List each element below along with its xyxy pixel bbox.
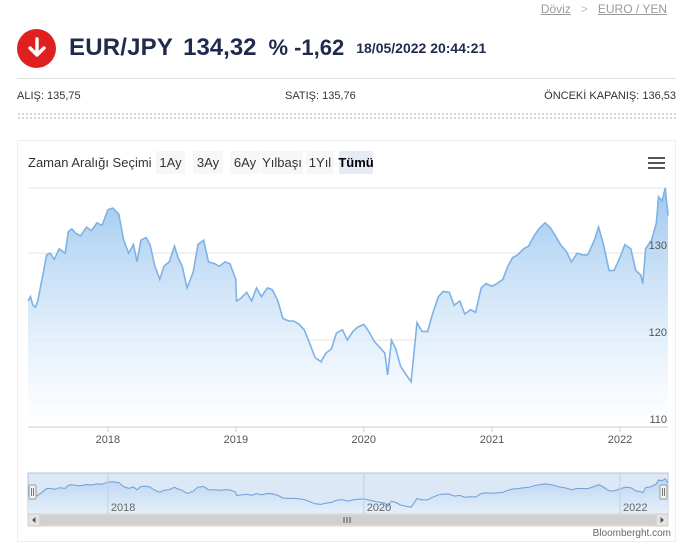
bid-price: ALIŞ: 135,75 — [17, 90, 81, 102]
navigator-tick-label-2018: 2018 — [111, 502, 135, 514]
range-button-3ay[interactable]: 3Ay — [193, 151, 223, 174]
percent-sign: % — [268, 35, 289, 60]
navigator-handle-left[interactable] — [28, 484, 37, 500]
x-tick-label-2018: 2018 — [96, 434, 120, 446]
breadcrumb-separator: > — [580, 2, 588, 16]
previous-close: ÖNCEKİ KAPANIŞ: 136,53 — [544, 90, 676, 102]
current-price: 134,32 — [183, 34, 257, 61]
currency-pair: EUR/JPY — [69, 34, 174, 61]
breadcrumb-link-doviz[interactable]: Döviz — [540, 2, 571, 16]
x-tick-label-2021: 2021 — [480, 434, 504, 446]
y-tick-label-130: 130 — [649, 240, 667, 252]
navigator-tick-label-2022: 2022 — [623, 502, 647, 514]
navigator-tick-label-2020: 2020 — [367, 502, 391, 514]
percent-change: -1,62 — [294, 35, 345, 60]
range-button-yilbasi[interactable]: Yılbaşı — [261, 151, 303, 174]
dotted-divider — [17, 112, 676, 120]
x-tick-label-2020: 2020 — [352, 434, 376, 446]
scroll-right-arrow-icon[interactable] — [660, 517, 665, 523]
x-tick-label-2022: 2022 — [608, 434, 632, 446]
menu-icon[interactable] — [648, 157, 665, 170]
range-button-tumu[interactable]: Tümü — [338, 151, 374, 174]
range-button-1ay[interactable]: 1Ay — [156, 151, 185, 174]
scrollbar-thumb[interactable] — [40, 515, 656, 525]
breadcrumb: Döviz > EURO / YEN — [541, 2, 667, 16]
price-area-fill — [28, 188, 668, 427]
price-line — [27, 187, 669, 385]
scroll-left-arrow-icon[interactable] — [32, 517, 36, 523]
down-arrow-icon — [17, 28, 56, 68]
navigator-handle-right[interactable] — [659, 484, 668, 500]
quote-datetime: 18/05/2022 20:44:21 — [356, 40, 487, 56]
y-tick-label-120: 120 — [649, 327, 667, 339]
ask-price: SATIŞ: 135,76 — [285, 90, 356, 102]
price-chart: 110 120 130 2018 2019 2020 2021 2022 2018 2020 202… — [27, 187, 669, 527]
navigator-area — [28, 478, 668, 514]
x-tick-label-2019: 2019 — [224, 434, 248, 446]
navigator-line — [27, 478, 669, 508]
brand-credit: Bloomberght.com — [592, 528, 671, 539]
range-selector-label: Zaman Aralığı Seçimi — [28, 155, 152, 170]
y-tick-label-110: 110 — [649, 414, 667, 426]
range-button-6ay[interactable]: 6Ay — [230, 151, 260, 174]
chart-card: 110 120 130 2018 2019 2020 2021 2022 2018 2020 202… — [17, 140, 676, 542]
header-divider — [17, 78, 676, 79]
quote-header: EUR/JPY 134,32 % -1,62 18/05/2022 20:44:… — [17, 28, 486, 68]
breadcrumb-link-euro-yen[interactable]: EURO / YEN — [597, 2, 667, 16]
range-button-1yil[interactable]: 1Yıl — [306, 151, 334, 174]
